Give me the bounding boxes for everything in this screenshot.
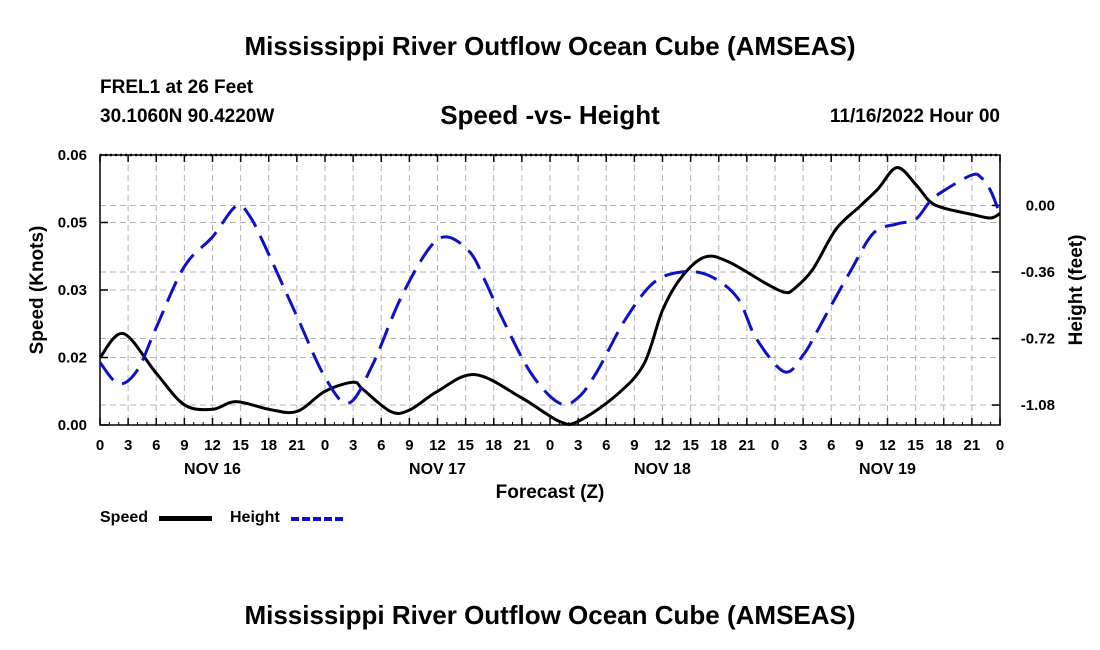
x-tick-label: 18 [485,437,502,454]
y-tick-label: 0.05 [58,215,87,232]
legend-height-swatch [291,517,343,521]
station-coordinates: 30.1060N 90.4220W [100,106,275,127]
x-tick-label: 12 [204,437,221,454]
y2-tick-label: -0.36 [1021,264,1055,281]
x-tick-label: 3 [124,437,132,454]
legend-speed-label: Speed [100,509,149,526]
station-label: FREL1 at 26 Feet [100,77,254,98]
x-tick-label: 15 [682,437,699,454]
x-tick-label: 18 [710,437,727,454]
chart-title: Mississippi River Outflow Ocean Cube (AM… [244,31,856,61]
y-tick-label: 0.00 [58,417,87,434]
x-day-label: NOV 16 [184,461,241,478]
legend-speed-swatch [159,516,212,521]
chart-subtitle: Speed -vs- Height [440,100,660,130]
legend-height-label: Height [230,509,280,526]
speed-series-line [98,166,1001,426]
x-tick-label: 6 [827,437,835,454]
bottom-chart-title: Mississippi River Outflow Ocean Cube (AM… [244,600,856,630]
x-tick-label: 15 [457,437,474,454]
x-tick-label: 9 [405,437,413,454]
x-tick-label: 6 [602,437,610,454]
x-tick-label: 21 [289,437,306,454]
y2-tick-label: -1.08 [1021,397,1055,414]
y2-tick-label: 0.00 [1026,197,1055,214]
x-tick-label: 0 [546,437,554,454]
x-day-label: NOV 18 [634,461,691,478]
x-tick-label: 0 [996,437,1004,454]
x-tick-label: 6 [377,437,385,454]
x-tick-label: 15 [907,437,924,454]
x-tick-label: 9 [180,437,188,454]
x-tick-label: 3 [349,437,357,454]
x-tick-label: 9 [630,437,638,454]
y-tick-label: 0.06 [58,147,87,164]
x-tick-label: 18 [935,437,952,454]
x-day-label: NOV 17 [409,461,466,478]
x-tick-label: 0 [771,437,779,454]
x-tick-label: 12 [654,437,671,454]
y2-axis-label: Height (feet) [1066,235,1087,346]
height-series-line [98,172,1002,407]
x-tick-label: 3 [799,437,807,454]
x-tick-label: 15 [232,437,249,454]
forecast-datetime: 11/16/2022 Hour 00 [829,106,1000,127]
x-tick-label: 21 [739,437,756,454]
x-tick-label: 12 [879,437,896,454]
x-tick-label: 9 [855,437,863,454]
x-tick-label: 21 [514,437,531,454]
y-tick-label: 0.02 [58,350,87,367]
y-tick-label: 0.03 [58,282,87,299]
x-tick-label: 0 [321,437,329,454]
x-day-label: NOV 19 [859,461,916,478]
x-tick-label: 12 [429,437,446,454]
x-tick-label: 18 [260,437,277,454]
x-tick-label: 0 [96,437,104,454]
y-axis-label: Speed (Knots) [27,226,48,355]
x-tick-label: 3 [574,437,582,454]
x-tick-label: 6 [152,437,160,454]
x-axis-label: Forecast (Z) [495,482,605,503]
y2-tick-label: -0.72 [1021,331,1055,348]
x-tick-label: 21 [964,437,981,454]
